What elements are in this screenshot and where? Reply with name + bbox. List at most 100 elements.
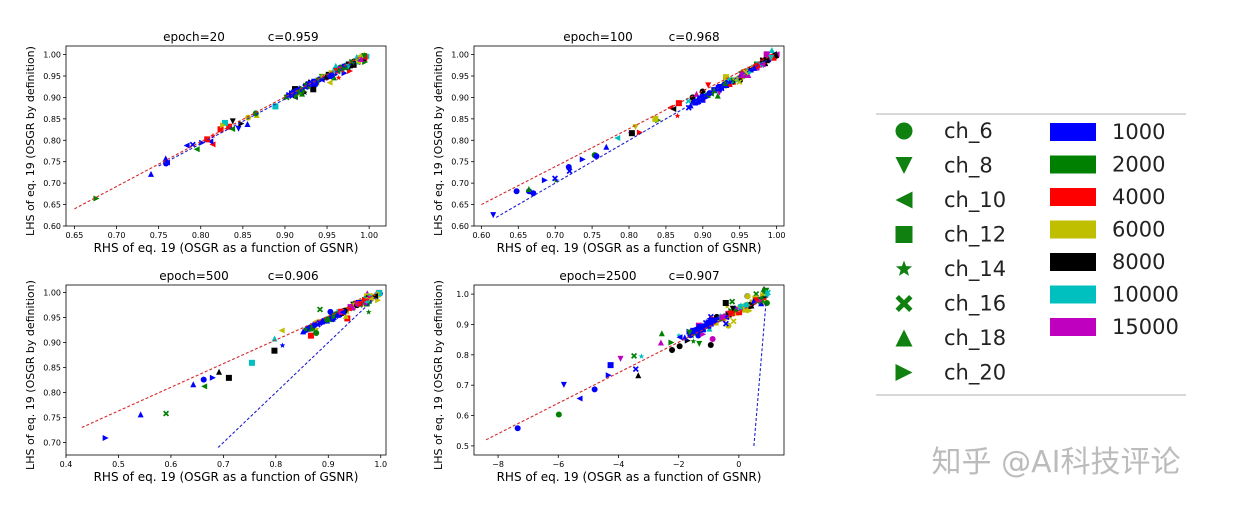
data-point [723, 314, 730, 321]
x-tick-label: 0.70 [546, 231, 564, 240]
data-point [271, 347, 278, 354]
fit-line-red [74, 56, 361, 210]
data-point [686, 329, 693, 336]
data-point [221, 119, 228, 126]
data-point [294, 88, 301, 95]
x-tick-label: −4 [613, 460, 625, 469]
y-tick-label: 0.90 [43, 93, 61, 102]
legend-label-shape: ch_18 [944, 326, 1006, 351]
x-tick-label: 0.95 [318, 231, 336, 240]
x-tick-label: 0.70 [108, 231, 126, 240]
data-point [312, 321, 319, 328]
data-point [190, 381, 197, 388]
data-point [742, 306, 749, 313]
data-point [745, 72, 752, 79]
data-point [320, 317, 327, 324]
data-point [300, 328, 307, 335]
data-point [342, 312, 349, 319]
data-point [763, 299, 770, 306]
legend-label-color: 1000 [1112, 120, 1165, 144]
y-tick-label: 0.75 [43, 158, 61, 167]
x-tick-label: 0.6 [165, 460, 178, 469]
x-tick-label: 1.00 [768, 231, 786, 240]
data-point [744, 293, 751, 300]
plot-title-right: c=0.959 [268, 30, 319, 44]
legend-label-shape: ch_10 [944, 188, 1006, 213]
y-tick-label: 0.60 [451, 222, 469, 231]
x-tick-label: 0.80 [192, 231, 210, 240]
data-point [235, 125, 242, 132]
fit-line-blue [217, 297, 376, 448]
legend-label-shape: ch_8 [944, 154, 993, 179]
y-tick-label: 0.90 [451, 93, 469, 102]
y-axis-label: LHS of eq. 19 (OSGR by definition) [432, 280, 445, 470]
y-tick-label: 0.90 [43, 339, 61, 348]
scatter-points [93, 51, 370, 202]
data-point [722, 320, 729, 327]
y-tick-label: 0.80 [43, 389, 61, 398]
y-tick-label: 1.00 [451, 51, 469, 60]
data-point [163, 160, 170, 167]
data-point [302, 89, 308, 96]
data-point [201, 383, 208, 390]
data-point [669, 346, 676, 353]
scatter-panel-2: epoch=100 c=0.968 0.60 0.65 0.70 0.75 0.80 0.85… [432, 30, 786, 255]
x-axis-label: RHS of eq. 19 (OSGR as a function of GSN… [94, 470, 359, 484]
data-point [676, 343, 683, 350]
data-point [245, 114, 252, 121]
data-point [93, 195, 100, 202]
data-point [723, 74, 730, 81]
y-tick-label: 1.00 [43, 51, 61, 60]
data-point [216, 368, 223, 375]
y-tick-label: 0.95 [43, 314, 61, 323]
data-point [700, 331, 707, 338]
data-point [375, 297, 382, 304]
x-tick-label: 0.65 [509, 231, 527, 240]
data-point [102, 434, 109, 441]
data-point [326, 79, 333, 86]
scatter-panel-3: epoch=500 c=0.906 0.4 0.5 0.6 0.7 0.8 0.9 1.0 0.7… [24, 269, 387, 484]
data-point [306, 325, 313, 332]
data-point [705, 82, 712, 89]
data-point [722, 79, 729, 86]
data-point [726, 79, 733, 85]
data-point [335, 74, 342, 81]
legend-marker-ch-18-icon [895, 329, 913, 347]
legend: ch_6 ch_8 ch_10 ch_12 ch_14 ch_16 ch_18 ch_20 10… [876, 113, 1186, 396]
data-point [638, 353, 645, 359]
legend-label-shape: ch_6 [944, 119, 993, 144]
data-point [631, 352, 638, 359]
data-point [687, 102, 694, 109]
y-tick-label: 0.5 [456, 442, 469, 451]
data-point [339, 309, 346, 316]
legend-color-swatch [1050, 123, 1096, 141]
x-tick-label: 0.90 [276, 231, 294, 240]
x-tick-label: 0.85 [657, 231, 675, 240]
data-point [614, 134, 621, 141]
legend-label-color: 2000 [1112, 153, 1165, 177]
x-tick-label: 0.5 [112, 460, 125, 469]
x-tick-label: 0.7 [217, 460, 230, 469]
data-point [204, 136, 211, 143]
data-point [724, 303, 730, 309]
axes-frame [473, 284, 785, 456]
data-point [668, 339, 675, 346]
x-tick-label: 0.8 [269, 460, 282, 469]
legend-color-swatch [1050, 188, 1096, 206]
y-tick-label: 0.80 [451, 136, 469, 145]
y-tick-label: 0.85 [43, 364, 61, 373]
y-tick-label: 0.85 [451, 115, 469, 124]
x-tick-label: 0.75 [150, 231, 168, 240]
plot-title-right: c=0.907 [669, 269, 720, 283]
data-point [727, 77, 734, 84]
data-point [163, 410, 170, 417]
data-point [278, 327, 285, 334]
x-tick-label: 0.85 [234, 231, 252, 240]
data-point [307, 332, 314, 339]
legend-marker-ch-20-icon [895, 364, 913, 381]
data-point [525, 185, 532, 192]
x-tick-label: 1.0 [374, 460, 387, 469]
data-point [317, 306, 324, 313]
